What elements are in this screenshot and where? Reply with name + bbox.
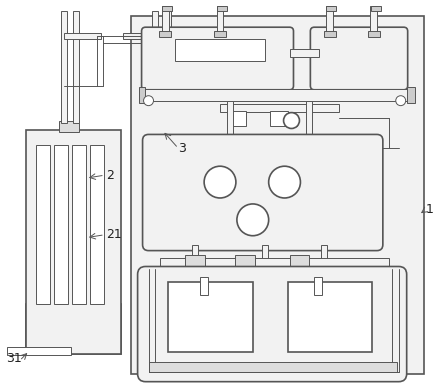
Bar [36,145,50,304]
Text: 21: 21 [106,228,122,241]
Bar [285,116,297,126]
Bar [139,87,145,103]
Bar [324,31,336,37]
Bar [288,282,372,352]
Bar [131,16,424,374]
Bar [73,11,79,122]
Bar [72,145,86,304]
Circle shape [284,113,299,129]
Bar [59,120,79,133]
Bar [160,258,389,269]
Bar [185,255,205,273]
Bar [289,255,309,273]
FancyBboxPatch shape [138,267,407,382]
Bar [220,104,339,111]
Circle shape [396,96,406,106]
Bar [141,89,408,100]
Bar [166,11,171,91]
Text: 2: 2 [106,169,114,182]
Bar [159,31,171,37]
Bar [235,255,255,273]
Bar [217,6,227,11]
Circle shape [204,166,236,198]
Bar [61,11,67,122]
Bar [228,111,246,127]
Bar [162,6,169,33]
Bar [407,87,415,103]
Bar [163,6,172,11]
Bar [64,33,101,39]
Bar [370,6,377,33]
Bar [200,277,208,295]
Circle shape [269,166,301,198]
Circle shape [143,96,154,106]
Bar [227,100,233,135]
Bar [262,245,268,264]
Text: 3: 3 [178,142,186,155]
Bar [289,49,319,57]
Circle shape [237,204,269,236]
Bar [217,6,223,33]
Bar [7,347,71,355]
Bar [192,245,198,264]
Bar [270,111,288,127]
Bar [26,304,121,354]
Text: 31: 31 [7,352,22,365]
Bar [168,282,253,352]
Text: 1: 1 [425,203,433,216]
FancyBboxPatch shape [143,135,383,251]
Bar [214,31,226,37]
Bar [321,245,327,264]
Bar [123,33,168,39]
Bar [152,11,159,91]
Bar [149,362,397,372]
Bar [306,100,312,135]
Bar [26,131,121,354]
Bar [326,6,333,33]
FancyBboxPatch shape [310,27,408,90]
Bar [368,31,380,37]
Bar [54,145,68,304]
Bar [326,6,336,11]
Bar [371,6,381,11]
Bar [314,277,322,295]
Bar [90,145,104,304]
FancyBboxPatch shape [142,27,293,90]
Bar [175,39,265,61]
